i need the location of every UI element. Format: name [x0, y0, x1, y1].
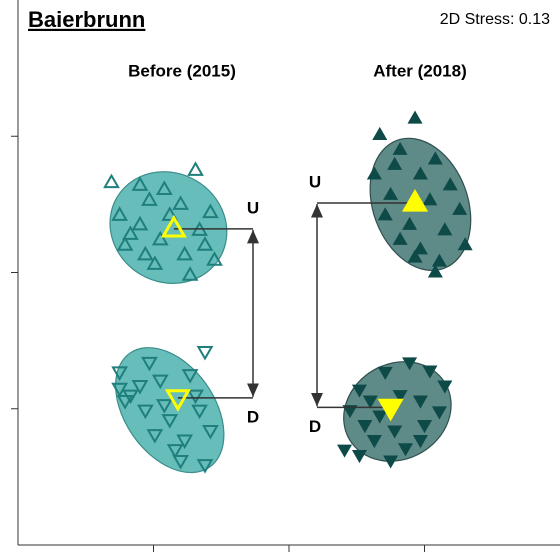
- sample-point: [103, 173, 120, 189]
- sample-point: [366, 166, 382, 180]
- sample-point: [431, 406, 447, 420]
- sample-point: [412, 241, 428, 255]
- sample-point: [151, 374, 169, 390]
- chart-title: Baierbrunn: [28, 7, 145, 32]
- sample-point: [155, 399, 173, 414]
- sample-point: [181, 369, 199, 384]
- sample-point: [351, 450, 367, 464]
- sample-point: [412, 435, 428, 449]
- sample-point: [427, 264, 443, 278]
- confidence-ellipse: [115, 347, 225, 474]
- sample-point: [155, 180, 173, 195]
- stress-label: 2D Stress: 0.13: [440, 11, 550, 28]
- sample-point: [392, 141, 408, 155]
- sample-point: [151, 230, 169, 246]
- sample-point: [176, 245, 194, 261]
- sample-point: [422, 192, 438, 206]
- sample-point: [131, 380, 149, 395]
- centroid: [377, 398, 404, 422]
- sample-point: [392, 231, 408, 245]
- group-label: U: [247, 198, 259, 217]
- sample-point: [111, 382, 129, 398]
- sample-point: [383, 455, 399, 469]
- sample-point: [202, 425, 219, 440]
- sample-point: [131, 215, 149, 231]
- sample-point: [196, 236, 214, 251]
- sample-point: [383, 186, 399, 200]
- sample-point: [116, 395, 134, 410]
- sample-point: [161, 414, 179, 429]
- sample-point: [131, 176, 149, 191]
- sample-point: [196, 345, 214, 361]
- sample-point: [377, 366, 393, 380]
- sample-point: [422, 365, 438, 379]
- sample-point: [206, 251, 223, 266]
- sample-point: [457, 237, 473, 251]
- sample-point: [366, 435, 382, 449]
- group-label: D: [247, 407, 259, 426]
- sample-point: [111, 206, 129, 221]
- sample-point: [402, 357, 418, 371]
- sample-point: [136, 245, 154, 261]
- sample-point: [146, 255, 164, 270]
- sample-point: [407, 110, 423, 124]
- sample-point: [437, 222, 453, 236]
- sample-point: [387, 425, 403, 439]
- sample-point: [176, 434, 194, 450]
- sample-point: [141, 356, 158, 372]
- sample-point: [407, 249, 423, 263]
- panel-title: Before (2015): [128, 61, 236, 80]
- sample-point: [337, 444, 353, 458]
- sample-point: [362, 395, 378, 409]
- centroid: [160, 214, 187, 238]
- sample-point: [402, 216, 418, 230]
- sample-point: [427, 151, 443, 165]
- sample-point: [387, 156, 403, 170]
- sample-point: [136, 404, 154, 420]
- sample-point: [437, 380, 453, 394]
- sample-point: [172, 195, 189, 210]
- sample-point: [202, 203, 219, 219]
- sample-point: [187, 389, 204, 405]
- sample-point: [166, 444, 184, 459]
- sample-point: [398, 443, 414, 457]
- centroid: [401, 189, 429, 212]
- sample-point: [377, 207, 393, 221]
- sample-point: [452, 201, 468, 215]
- sample-point: [146, 429, 164, 444]
- sample-point: [372, 126, 388, 140]
- sample-point: [111, 366, 129, 381]
- sample-point: [416, 420, 433, 434]
- sample-point: [187, 161, 204, 176]
- group-label: U: [309, 172, 321, 191]
- sample-point: [191, 404, 208, 420]
- sample-point: [161, 206, 179, 221]
- sample-point: [431, 253, 447, 267]
- sample-point: [122, 225, 139, 240]
- sample-point: [181, 266, 199, 281]
- sample-point: [342, 405, 358, 419]
- sample-point: [372, 410, 388, 424]
- sample-point: [196, 459, 214, 474]
- sample-point: [351, 384, 367, 398]
- sample-point: [392, 390, 408, 404]
- sample-point: [141, 191, 158, 206]
- centroid: [164, 389, 191, 412]
- sample-point: [442, 177, 458, 191]
- group-label: D: [309, 417, 321, 436]
- sample-point: [172, 454, 189, 470]
- sample-point: [412, 395, 428, 409]
- sample-point: [412, 166, 428, 180]
- panel-title: After (2018): [373, 61, 467, 80]
- sample-point: [357, 420, 373, 434]
- sample-point: [116, 236, 134, 251]
